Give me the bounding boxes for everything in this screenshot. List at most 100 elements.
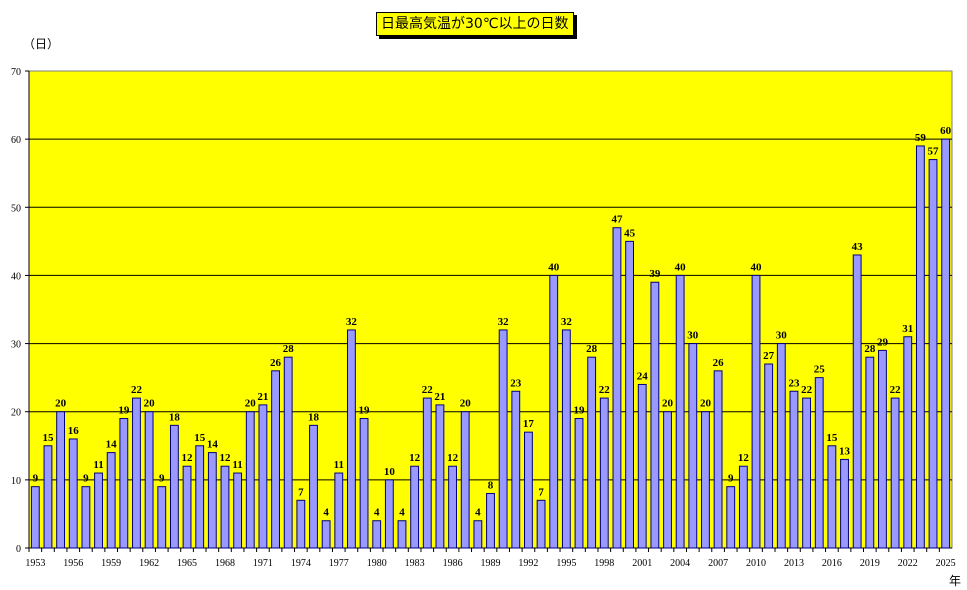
bar	[726, 486, 736, 549]
bar	[106, 452, 116, 549]
data-label: 22	[599, 384, 611, 396]
bar	[915, 145, 925, 549]
data-label: 32	[346, 316, 358, 328]
x-tick-label: 1983	[405, 558, 425, 569]
bar	[271, 370, 280, 549]
bar	[625, 240, 635, 549]
bar	[840, 458, 849, 549]
x-tick-label: 2016	[822, 558, 842, 569]
bar	[802, 397, 812, 549]
data-label: 43	[852, 241, 864, 253]
bar	[928, 159, 938, 549]
data-label: 12	[447, 452, 459, 464]
data-label: 32	[561, 316, 573, 328]
data-label: 59	[915, 132, 927, 144]
data-label: 30	[687, 330, 699, 342]
data-label: 13	[839, 445, 851, 457]
data-label: 28	[864, 343, 876, 355]
bar	[814, 377, 824, 549]
x-tick-label: 1977	[329, 558, 349, 569]
bar	[30, 486, 40, 549]
bar	[56, 411, 66, 549]
data-label: 27	[763, 350, 775, 362]
bar	[220, 465, 230, 549]
data-label: 20	[245, 398, 257, 410]
bar	[245, 411, 255, 549]
bar	[650, 281, 660, 549]
bar	[789, 390, 799, 549]
data-label: 25	[814, 364, 826, 376]
bar	[81, 486, 91, 549]
bar	[435, 404, 445, 549]
bar	[549, 274, 559, 549]
x-tick-label: 1971	[253, 558, 273, 569]
bar	[738, 465, 748, 549]
data-label: 40	[751, 261, 763, 273]
bar	[359, 418, 369, 549]
data-label: 32	[498, 316, 510, 328]
data-label: 19	[574, 405, 586, 417]
bar	[599, 397, 609, 549]
bar	[713, 370, 723, 549]
data-label: 29	[877, 336, 889, 348]
bar	[852, 254, 862, 549]
bar	[574, 418, 584, 549]
bar	[182, 465, 192, 549]
y-tick-label: 40	[11, 271, 21, 282]
bar	[144, 411, 154, 549]
bar	[827, 445, 837, 549]
data-label: 18	[308, 411, 320, 423]
data-label: 18	[169, 411, 181, 423]
data-label: 57	[928, 146, 940, 158]
x-tick-label: 1989	[481, 558, 501, 569]
bar	[448, 465, 457, 549]
bar	[751, 274, 761, 549]
bar	[346, 329, 356, 549]
data-label: 12	[219, 452, 231, 464]
data-label: 17	[523, 418, 535, 430]
bar	[372, 520, 382, 549]
bar	[701, 411, 710, 549]
bar	[675, 274, 685, 549]
bar	[309, 424, 318, 549]
data-label: 40	[675, 261, 687, 273]
x-tick-label: 1968	[215, 558, 235, 569]
bar	[94, 472, 103, 549]
bar	[460, 411, 470, 549]
data-label: 10	[384, 466, 396, 478]
data-label: 19	[359, 405, 371, 417]
data-label: 15	[826, 432, 838, 444]
x-tick-label: 1998	[594, 558, 614, 569]
bar	[941, 138, 951, 549]
data-label: 22	[131, 384, 143, 396]
data-label: 21	[434, 391, 445, 403]
data-label: 22	[801, 384, 813, 396]
data-label: 4	[323, 507, 329, 519]
y-tick-label: 50	[11, 203, 21, 214]
data-label: 26	[270, 357, 282, 369]
data-label: 22	[422, 384, 434, 396]
y-tick-label: 0	[16, 544, 21, 555]
bar	[68, 438, 78, 549]
y-tick-label: 20	[11, 408, 21, 419]
data-label: 22	[890, 384, 902, 396]
data-label: 9	[159, 473, 165, 485]
data-label: 45	[624, 227, 636, 239]
bar	[233, 472, 243, 549]
bar	[119, 418, 129, 549]
data-label: 20	[662, 398, 674, 410]
data-label: 23	[510, 377, 522, 389]
data-label: 47	[611, 214, 623, 226]
bar	[422, 397, 432, 549]
x-tick-label: 2010	[746, 558, 766, 569]
data-label: 4	[475, 507, 481, 519]
bar	[524, 431, 533, 549]
y-tick-label: 60	[11, 135, 21, 146]
bar	[397, 520, 407, 549]
bar	[498, 329, 508, 549]
data-label: 9	[728, 473, 734, 485]
data-label: 15	[42, 432, 54, 444]
data-label: 11	[334, 459, 344, 471]
plot-area	[28, 70, 953, 549]
